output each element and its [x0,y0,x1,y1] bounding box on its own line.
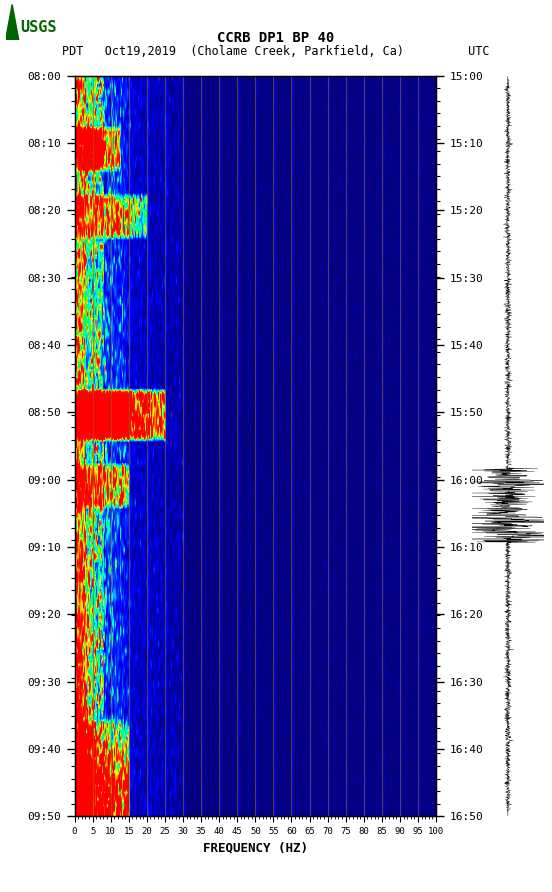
Text: CCRB DP1 BP 40: CCRB DP1 BP 40 [217,31,335,45]
Text: PDT   Oct19,2019  (Cholame Creek, Parkfield, Ca)         UTC: PDT Oct19,2019 (Cholame Creek, Parkfield… [62,45,490,58]
X-axis label: FREQUENCY (HZ): FREQUENCY (HZ) [203,841,308,855]
Polygon shape [6,4,19,40]
Text: USGS: USGS [20,21,56,35]
